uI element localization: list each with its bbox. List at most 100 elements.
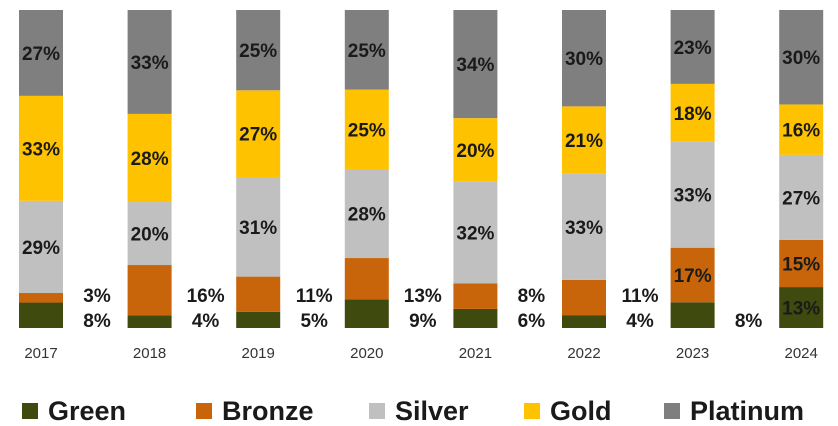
bar-segment-gold-2018 [127,113,172,203]
data-label-gold-2020: 25% [348,120,386,141]
data-label-platinum-2020: 25% [348,41,386,62]
data-label-bronze-2024: 15% [782,254,820,275]
data-label-gold-2022: 21% [565,131,603,152]
data-label-gold-2023: 18% [674,104,712,125]
data-label-silver-2020: 28% [348,205,386,226]
bar-segment-green-2022 [562,315,606,328]
bar-segment-platinum-2020 [344,10,389,90]
bar-segment-gold-2022 [562,106,606,174]
bar-segment-silver-2019 [236,177,281,277]
data-label-silver-2021: 32% [456,224,494,245]
bar-segment-bronze-2022 [562,279,606,316]
data-label-bronze-2023: 17% [674,266,712,287]
data-label-silver-2023: 33% [674,186,712,207]
bar-segment-silver-2022 [562,173,606,280]
data-label-bronze-2017: 3% [83,286,111,307]
bar-segment-bronze-2021 [453,283,498,309]
bar-segment-gold-2017 [19,95,63,201]
x-tick-label-2021: 2021 [459,345,492,362]
bar-segment-platinum-2024 [779,10,824,105]
bar-segment-platinum-2018 [127,10,172,114]
legend-label-gold: Gold [550,396,612,426]
data-label-green-2017: 8% [83,311,111,332]
bar-segment-green-2021 [453,308,498,328]
data-label-green-2021: 6% [518,311,546,332]
x-tick-label-2022: 2022 [567,345,600,362]
data-label-platinum-2023: 23% [674,38,712,59]
data-label-gold-2024: 16% [782,121,820,142]
bar-segment-platinum-2019 [236,10,281,91]
data-label-silver-2019: 31% [239,218,277,239]
data-label-bronze-2020: 13% [404,286,442,307]
legend-label-silver: Silver [395,396,469,426]
data-label-platinum-2019: 25% [239,41,277,62]
data-label-green-2018: 4% [192,311,220,332]
bar-segment-bronze-2019 [236,276,281,312]
x-tick-label-2018: 2018 [133,345,166,362]
bar-segment-green-2017 [19,302,63,328]
legend-swatch-green [22,403,38,419]
data-label-platinum-2021: 34% [456,55,494,76]
legend-swatch-silver [369,403,385,419]
bar-segment-bronze-2020 [344,258,389,300]
data-label-silver-2018: 20% [131,225,169,246]
bar-segment-gold-2019 [236,90,281,178]
bar-segment-bronze-2018 [127,265,172,316]
legend-swatch-bronze [196,403,212,419]
x-tick-label-2024: 2024 [785,345,818,362]
data-label-green-2023: 8% [735,311,763,332]
data-label-silver-2017: 29% [22,238,60,259]
legend-label-bronze: Bronze [222,396,314,426]
x-tick-label-2023: 2023 [676,345,709,362]
data-label-gold-2017: 33% [22,139,60,160]
legend-label-platinum: Platinum [690,396,804,426]
bar-segment-green-2024 [779,287,824,328]
bar-segment-bronze-2024 [779,239,824,288]
x-tick-label-2019: 2019 [242,345,275,362]
data-label-bronze-2021: 8% [518,286,546,307]
data-label-green-2022: 4% [626,311,654,332]
data-label-platinum-2022: 30% [565,49,603,70]
legend-swatch-platinum [664,403,680,419]
bar-segment-gold-2020 [344,89,389,169]
bar-segment-green-2018 [127,315,172,328]
bar-segment-silver-2021 [453,181,498,284]
bar-segment-platinum-2021 [453,10,498,119]
bar-segment-bronze-2023 [670,247,715,303]
bar-segment-silver-2017 [19,200,63,294]
legend-label-green: Green [48,396,126,426]
x-tick-label-2017: 2017 [24,345,57,362]
data-label-bronze-2022: 11% [622,286,659,307]
data-label-bronze-2018: 16% [187,286,225,307]
data-label-green-2020: 9% [409,311,437,332]
bar-segment-silver-2023 [670,141,715,248]
data-label-platinum-2017: 27% [22,44,60,65]
data-label-silver-2024: 27% [782,188,820,209]
bar-segment-green-2019 [236,311,281,328]
bar-segment-green-2023 [670,302,715,328]
bar-segment-platinum-2022 [562,10,606,107]
data-label-green-2019: 5% [300,311,328,332]
bar-segment-green-2020 [344,299,389,328]
bar-segment-gold-2023 [670,83,715,142]
data-label-silver-2022: 33% [565,218,603,239]
bar-segment-platinum-2023 [670,10,715,84]
data-label-bronze-2019: 11% [296,286,333,307]
data-label-gold-2019: 27% [239,125,277,146]
bar-segment-gold-2024 [779,104,824,155]
data-label-green-2024: 13% [782,299,820,320]
bar-segment-platinum-2017 [19,10,63,96]
bar-segment-silver-2024 [779,154,824,240]
legend-swatch-gold [524,403,540,419]
data-label-platinum-2018: 33% [131,53,169,74]
data-label-gold-2018: 28% [131,149,169,170]
bar-segment-silver-2020 [344,169,389,259]
x-tick-label-2020: 2020 [350,345,383,362]
data-label-platinum-2024: 30% [782,48,820,69]
bar-segment-silver-2018 [127,202,172,266]
bar-segment-gold-2021 [453,118,498,182]
bar-segment-bronze-2017 [19,293,63,303]
data-label-gold-2021: 20% [456,141,494,162]
